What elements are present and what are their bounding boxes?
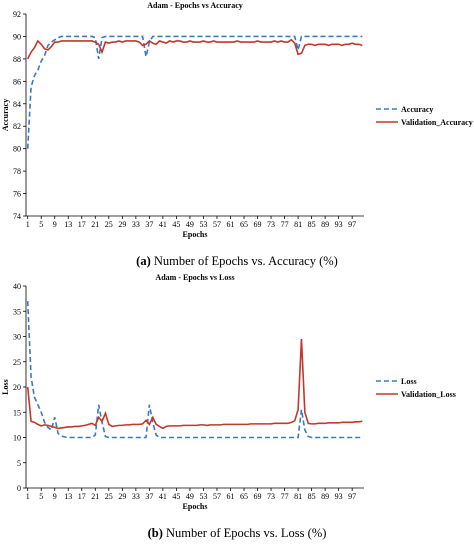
y-tick-label: 92: [13, 10, 21, 19]
x-tick-label: 1: [26, 220, 30, 229]
x-tick-label: 9: [53, 492, 57, 501]
x-tick-label: 13: [64, 492, 72, 501]
y-tick-label: 88: [13, 55, 21, 64]
x-tick-label: 5: [39, 492, 43, 501]
x-tick-label: 85: [308, 220, 316, 229]
y-tick-label: 84: [13, 100, 21, 109]
x-tick-label: 21: [91, 220, 99, 229]
loss-chart-title: Adam - Epochs vs Loss: [155, 273, 234, 282]
x-tick-label: 13: [64, 220, 72, 229]
legend-label: Validation_Accuracy: [401, 118, 473, 127]
x-tick-label: 41: [159, 220, 167, 229]
accuracy-chart-panel: Adam - Epochs vs Accuracy 74 76 78 80 82 84 86 8…: [0, 1, 474, 269]
x-tick-label: 73: [267, 220, 275, 229]
x-tick-label: 33: [132, 492, 140, 501]
x-tick-label: 57: [213, 220, 221, 229]
y-tick-label: 20: [13, 383, 21, 392]
x-tick-label: 5: [39, 220, 43, 229]
accuracy-chart-caption: (a) Number of Epochs vs. Accuracy (%): [0, 254, 474, 269]
y-tick-label: 40: [13, 282, 21, 291]
y-tick-label: 30: [13, 333, 21, 342]
x-tick-label: 17: [78, 220, 86, 229]
x-tick-label: 89: [321, 492, 329, 501]
x-axis-label: Epochs: [183, 502, 208, 511]
y-tick-label: 82: [13, 122, 21, 131]
legend-label: Accuracy: [401, 105, 433, 114]
loss-chart-caption: (b) Number of Epochs vs. Loss (%): [0, 526, 474, 541]
x-tick-label: 61: [226, 220, 234, 229]
series-line-validation-loss: [26, 338, 363, 430]
x-tick-label: 21: [91, 492, 99, 501]
y-tick-label: 86: [13, 77, 21, 86]
legend-label: Validation_Loss: [401, 390, 456, 399]
x-tick-label: 81: [294, 220, 302, 229]
x-tick-label: 53: [199, 220, 207, 229]
y-tick-label: 76: [13, 190, 21, 199]
x-tick-label: 85: [308, 492, 316, 501]
x-tick-label: 93: [335, 220, 343, 229]
x-tick-label: 57: [213, 492, 221, 501]
y-tick-label: 25: [13, 358, 21, 367]
x-tick-label: 25: [105, 220, 113, 229]
x-tick-label: 89: [321, 220, 329, 229]
legend-label: Loss: [401, 377, 417, 386]
x-tick-label: 73: [267, 492, 275, 501]
x-tick-label: 97: [348, 492, 356, 501]
x-tick-label: 45: [172, 220, 180, 229]
x-tick-label: 77: [281, 492, 289, 501]
x-tick-label: 53: [199, 492, 207, 501]
y-tick-label: 10: [13, 434, 21, 443]
y-tick-label: 80: [13, 145, 21, 154]
x-tick-label: 45: [172, 492, 180, 501]
x-tick-label: 49: [186, 492, 194, 501]
x-tick-label: 65: [240, 492, 248, 501]
x-tick-label: 37: [145, 220, 153, 229]
accuracy-chart: Adam - Epochs vs Accuracy 74 76 78 80 82 84 86 8…: [1, 1, 473, 239]
caption-text: Number of Epochs vs. Loss (%): [166, 526, 327, 540]
x-axis-label: Epochs: [183, 230, 208, 239]
x-tick-label: 41: [159, 492, 167, 501]
series-line-loss: [26, 301, 363, 439]
x-tick-label: 49: [186, 220, 194, 229]
accuracy-chart-title: Adam - Epochs vs Accuracy: [147, 1, 243, 10]
caption-text: Number of Epochs vs. Accuracy (%): [153, 254, 338, 268]
y-tick-label: 35: [13, 307, 21, 316]
loss-chart-panel: Adam - Epochs vs Loss 0 5 10 15 20 25 30 35 40 1 5 9…: [0, 272, 474, 544]
y-tick-label: 15: [13, 408, 21, 417]
x-tick-label: 9: [53, 220, 57, 229]
x-tick-label: 69: [254, 492, 262, 501]
x-tick-label: 65: [240, 220, 248, 229]
series-line-accuracy: [26, 35, 363, 149]
y-tick-label: 90: [13, 32, 21, 41]
series-line-validation-accuracy: [26, 38, 363, 60]
x-tick-label: 77: [281, 220, 289, 229]
x-tick-label: 29: [118, 220, 126, 229]
y-axis-label: Loss: [1, 379, 10, 395]
x-tick-label: 1: [26, 492, 30, 501]
y-tick-label: 5: [17, 459, 21, 468]
x-tick-label: 17: [78, 492, 86, 501]
y-axis-label: Accuracy: [1, 99, 10, 131]
x-tick-label: 25: [105, 492, 113, 501]
y-tick-label: 78: [13, 167, 21, 176]
x-tick-label: 81: [294, 492, 302, 501]
x-tick-label: 33: [132, 220, 140, 229]
caption-label: (a): [136, 254, 151, 268]
caption-label: (b): [147, 526, 163, 540]
x-tick-label: 37: [145, 492, 153, 501]
x-tick-label: 93: [335, 492, 343, 501]
x-tick-label: 61: [226, 492, 234, 501]
y-tick-label: 0: [17, 484, 21, 493]
x-tick-label: 97: [348, 220, 356, 229]
x-tick-label: 29: [118, 492, 126, 501]
y-tick-label: 74: [13, 212, 21, 221]
x-tick-label: 69: [254, 220, 262, 229]
